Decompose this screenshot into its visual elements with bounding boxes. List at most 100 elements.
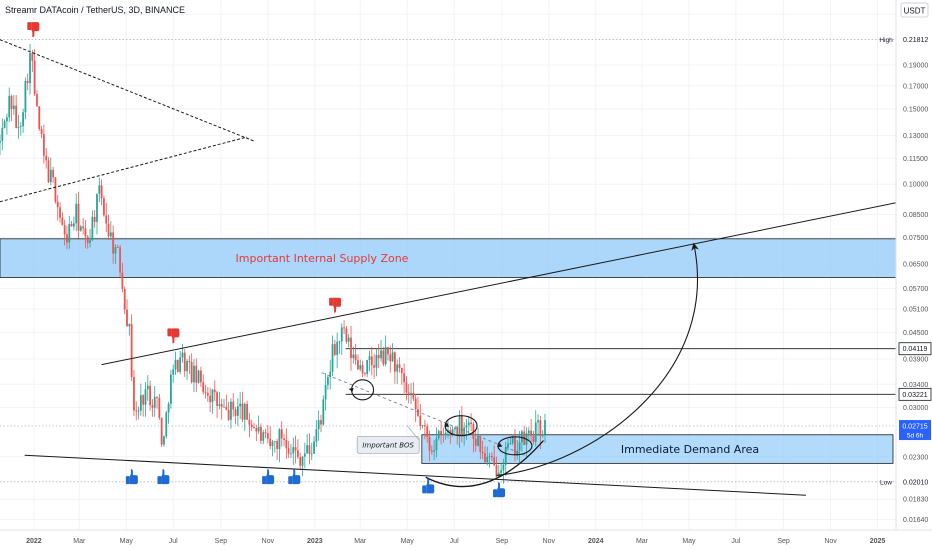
candle-body	[142, 395, 145, 405]
candle-body	[361, 365, 364, 374]
price-label-box	[898, 342, 932, 356]
x-tick-label: Mar	[73, 538, 86, 545]
candle-body	[38, 106, 41, 129]
candle-body	[465, 425, 468, 428]
candle-body	[271, 441, 274, 446]
thumb-cuff	[27, 22, 32, 31]
time-axis[interactable]	[0, 530, 932, 550]
candle-body	[66, 234, 68, 243]
candle-body	[218, 404, 221, 406]
candle-body	[70, 224, 73, 227]
candle-body	[493, 457, 496, 466]
zone-demand	[421, 434, 894, 464]
candle-body	[26, 80, 29, 83]
candle-body	[241, 403, 244, 420]
candle-body	[504, 447, 507, 465]
candle-body	[137, 410, 140, 412]
candle-body	[419, 415, 422, 426]
thumb-hand	[266, 469, 275, 485]
candle-body	[24, 80, 27, 113]
candle-body	[114, 247, 117, 254]
y-tick-label: 0.02300	[903, 454, 928, 461]
thumb-cuff	[125, 476, 130, 485]
candle-body	[262, 432, 265, 441]
x-tick-label: May	[120, 538, 134, 545]
candle-body	[204, 392, 207, 393]
candle-body	[186, 361, 188, 372]
candle-body	[181, 352, 184, 358]
candle-body	[530, 430, 533, 436]
y-tick-label: 0.19000	[903, 63, 928, 70]
candle-body	[255, 428, 258, 432]
candle-body	[260, 427, 262, 441]
y-tick-label: 0.03400	[903, 382, 928, 389]
price-label: 0.03221	[902, 392, 927, 399]
candle-body	[47, 160, 50, 183]
candle-body	[424, 425, 426, 427]
candle-body	[42, 134, 45, 156]
x-tick-label: Nov	[262, 538, 275, 545]
x-tick-label: Nov	[824, 538, 837, 545]
candle-body	[209, 395, 212, 403]
candle-body	[273, 441, 276, 442]
candle-body	[227, 409, 230, 420]
price-labels: 0.21812 High 0.04119 0.03221 0.02715 5d 6h 0.0…	[879, 37, 932, 486]
candle-body	[54, 177, 57, 202]
candle-body	[532, 435, 535, 442]
candle-body	[322, 399, 325, 425]
candle-body	[31, 52, 34, 61]
candle-body	[158, 397, 161, 418]
candle-body	[354, 354, 357, 361]
candle-body	[352, 354, 355, 359]
candle-body	[213, 389, 216, 393]
candle-body	[368, 356, 371, 360]
candle-body	[105, 215, 108, 224]
projection-arrow	[496, 242, 699, 476]
candle-body	[370, 356, 373, 366]
candle-body	[333, 344, 336, 355]
thumb-hand	[497, 482, 506, 498]
candle-body	[430, 450, 433, 452]
candle-body	[126, 309, 128, 327]
candle-body	[467, 422, 470, 426]
x-tick-label: Jul	[450, 538, 459, 545]
candle-body	[463, 427, 466, 436]
candle-body	[490, 455, 493, 458]
candle-body	[507, 443, 509, 448]
trendline-long-resistance	[101, 202, 897, 366]
candle-body	[375, 354, 378, 368]
candle-body	[303, 453, 306, 457]
currency-badge[interactable]: USDT	[900, 2, 929, 18]
ellipse-arrowhead	[444, 422, 450, 427]
candle-body	[188, 361, 191, 363]
candle-body	[426, 426, 429, 437]
candle-body	[437, 430, 440, 439]
trendlines-layer	[0, 39, 897, 496]
candle-body	[1, 127, 4, 142]
candle-body	[391, 352, 394, 362]
candle-body	[77, 203, 80, 231]
x-tick-label: Sep	[777, 538, 790, 545]
candle-body	[518, 442, 521, 451]
candle-body	[444, 432, 447, 436]
candle-body	[366, 359, 369, 374]
candle-body	[442, 434, 445, 436]
candle-body	[17, 126, 20, 128]
thumb-hand	[161, 469, 170, 485]
price-axis[interactable]	[896, 0, 932, 550]
thumb-hand	[171, 328, 180, 344]
candle-body	[449, 430, 452, 434]
currency-badge-box	[900, 2, 929, 18]
bos-arrowhead	[348, 387, 354, 392]
candle-body	[403, 373, 406, 383]
thumb-cuff	[493, 489, 498, 498]
bos-label-box	[356, 435, 420, 454]
candle-body	[451, 429, 454, 434]
zones-layer: Important Internal Supply Zone Immediate …	[0, 238, 897, 464]
candle-body	[109, 232, 112, 237]
candle-body	[40, 128, 43, 135]
x-tick-label: May	[682, 538, 696, 545]
candle-body	[93, 216, 96, 222]
candle-body	[59, 207, 61, 218]
